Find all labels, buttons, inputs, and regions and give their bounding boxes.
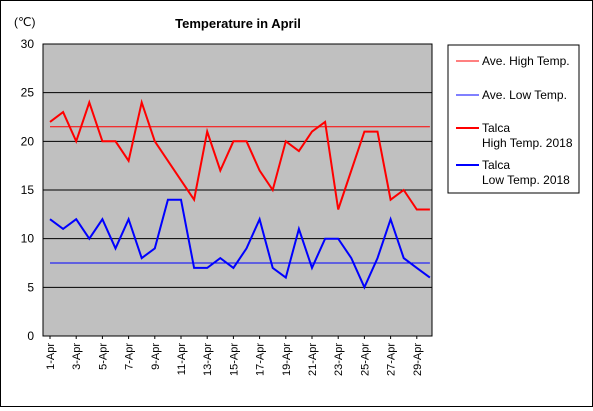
x-tick-label: 19-Apr [281, 343, 293, 376]
y-axis-unit: (℃) [14, 15, 35, 29]
x-tick-label: 9-Apr [150, 343, 162, 370]
y-tick-label: 30 [21, 37, 35, 51]
y-tick-label: 20 [21, 134, 35, 148]
y-tick-label: 0 [27, 329, 34, 343]
series-line-3 [49, 198, 431, 290]
x-tick-label: 11-Apr [176, 343, 188, 376]
x-tick-label: 7-Apr [124, 343, 136, 370]
series-lines [49, 98, 431, 290]
x-tick-label: 25-Apr [359, 343, 371, 376]
x-tick-label: 3-Apr [71, 343, 83, 370]
y-tick-label: 10 [21, 232, 35, 246]
x-tick-label: 13-Apr [202, 343, 214, 376]
y-tick-label: 5 [27, 280, 34, 294]
series-line-2 [49, 98, 430, 211]
x-tick-label: 23-Apr [333, 343, 345, 376]
legend-label: Talca [482, 158, 510, 172]
legend-label: High Temp. 2018 [482, 136, 573, 150]
chart-title: Temperature in April [175, 16, 301, 31]
x-tick-label: 5-Apr [97, 343, 109, 370]
x-tick-label: 27-Apr [386, 343, 398, 376]
x-tick-label: 15-Apr [228, 343, 240, 376]
y-tick-label: 15 [21, 183, 35, 197]
y-tick-label: 25 [21, 86, 35, 100]
grid-lines [43, 92, 432, 288]
x-tick-label: 1-Apr [45, 343, 57, 370]
x-tick-label: 21-Apr [307, 343, 319, 376]
legend-label: Talca [482, 121, 510, 135]
x-tick-label: 17-Apr [255, 343, 267, 376]
legend-box [447, 44, 580, 194]
x-tick-label: 29-Apr [412, 343, 424, 376]
y-axis-ticks: 0 5 10 15 20 25 30 [21, 37, 35, 343]
legend-label: Ave. Low Temp. [482, 88, 567, 102]
legend-label: Ave. High Temp. [482, 54, 570, 68]
x-axis-ticks: 1-Apr 3-Apr 5-Apr 7-Apr 9-Apr 11-Apr 13-Apr 15-… [45, 336, 424, 376]
legend-label: Low Temp. 2018 [482, 173, 570, 187]
